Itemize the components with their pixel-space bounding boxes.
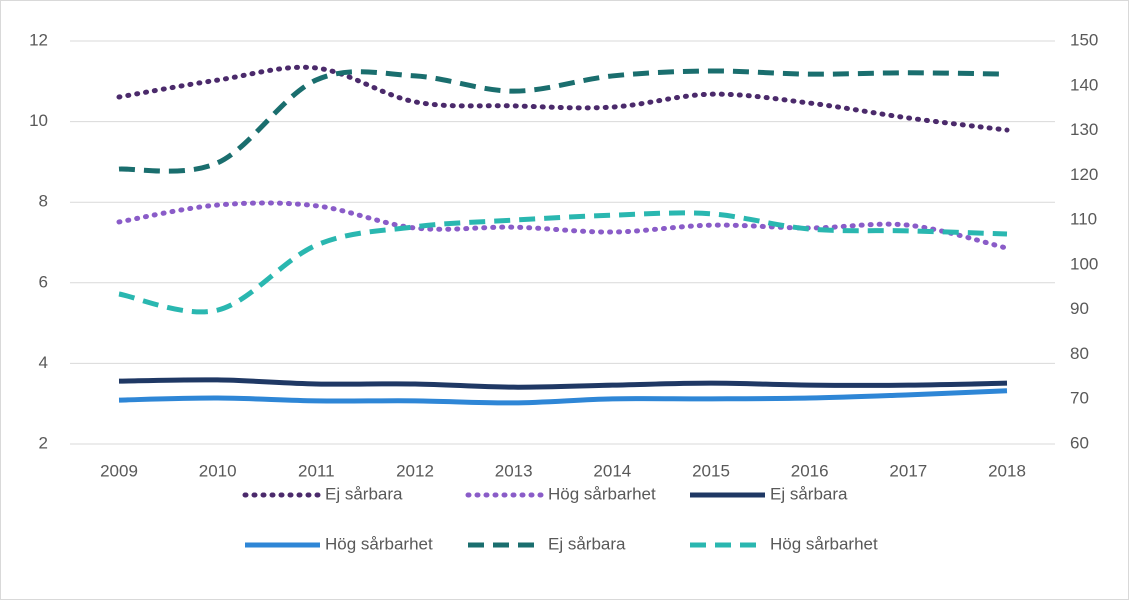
y-tick-label: 6 [39, 272, 48, 291]
series-line [116, 64, 1010, 133]
x-tick-label: 2011 [298, 461, 335, 480]
y2-tick-label: 140 [1070, 75, 1098, 94]
series-line [116, 200, 1010, 251]
legend-label: Ej sårbara [325, 484, 403, 503]
legend-label: Ej sårbara [770, 484, 848, 503]
y2-tick-label: 130 [1070, 120, 1098, 139]
x-tick-label: 2018 [988, 461, 1026, 480]
y-tick-label: 2 [39, 433, 48, 452]
series-line [118, 377, 1008, 390]
legend-label: Ej sårbara [548, 534, 626, 553]
x-tick-label: 2009 [100, 461, 138, 480]
y2-tick-label: 90 [1070, 299, 1089, 318]
x-tick-label: 2016 [791, 461, 829, 480]
y2-tick-label: 110 [1070, 210, 1097, 229]
series-line [118, 388, 1008, 406]
legend-label: Hög sårbarhet [770, 534, 878, 553]
y-tick-label: 10 [29, 111, 48, 130]
y-tick-label: 4 [39, 353, 48, 372]
y2-tick-label: 70 [1070, 389, 1089, 408]
y-tick-label: 8 [39, 192, 48, 211]
x-tick-label: 2013 [495, 461, 533, 480]
y2-tick-label: 80 [1070, 344, 1089, 363]
y2-tick-label: 60 [1070, 433, 1089, 452]
legend-label: Hög sårbarhet [548, 484, 656, 503]
x-tick-label: 2014 [593, 461, 631, 480]
x-tick-label: 2010 [199, 461, 237, 480]
x-tick-label: 2015 [692, 461, 730, 480]
x-tick-label: 2012 [396, 461, 434, 480]
series-line [118, 210, 1008, 315]
series-line [118, 68, 1008, 174]
x-tick-label: 2017 [889, 461, 927, 480]
y-tick-label: 12 [29, 30, 48, 49]
y2-tick-label: 120 [1070, 165, 1098, 184]
y2-tick-label: 150 [1070, 30, 1098, 49]
y2-tick-label: 100 [1070, 254, 1098, 273]
legend-label: Hög sårbarhet [325, 534, 433, 553]
